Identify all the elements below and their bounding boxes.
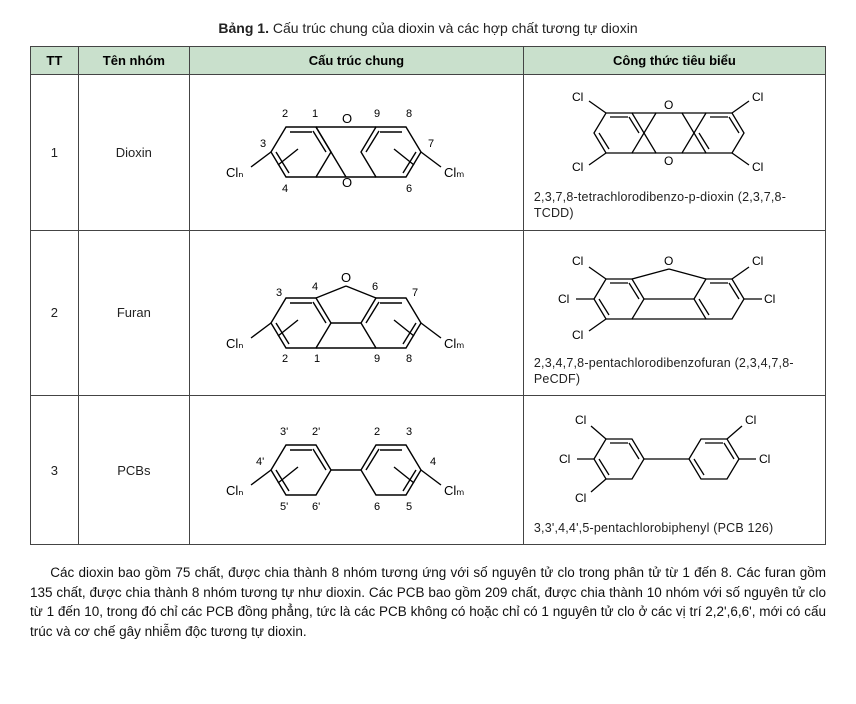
cell-struct-dioxin: O O Clₙ Clₘ 1 2 3 4 9 8 7 6 <box>189 75 523 231</box>
cell-struct-furan: O Clₙ Clₘ 4 3 2 1 6 7 8 9 <box>189 230 523 396</box>
svg-text:O: O <box>342 111 352 126</box>
pcb126-svg: Cl Cl Cl Cl Cl <box>549 404 799 514</box>
svg-text:4: 4 <box>430 456 436 468</box>
svg-text:7: 7 <box>428 138 434 150</box>
svg-text:2: 2 <box>282 108 288 120</box>
svg-text:Clₙ: Clₙ <box>226 483 243 498</box>
svg-text:9: 9 <box>374 353 380 365</box>
svg-text:Cl: Cl <box>572 90 583 104</box>
svg-text:Cl: Cl <box>759 452 770 466</box>
svg-text:9: 9 <box>374 108 380 120</box>
formula-name: 2,3,7,8-tetrachlorodibenzo-p-dioxin (2,3… <box>534 189 815 222</box>
svg-text:1: 1 <box>312 108 318 120</box>
header-row: TT Tên nhóm Cấu trúc chung Công thức tiê… <box>31 47 826 75</box>
furan-general-svg: O Clₙ Clₘ 4 3 2 1 6 7 8 9 <box>216 248 496 378</box>
cell-tt: 2 <box>31 230 79 396</box>
formula-name: 2,3,4,7,8-pentachlorodibenzofuran (2,3,4… <box>534 355 815 388</box>
formula-name: 3,3',4,4',5-pentachlorobiphenyl (PCB 126… <box>534 520 815 536</box>
svg-text:Cl: Cl <box>764 292 775 306</box>
svg-text:Clₙ: Clₙ <box>226 165 243 180</box>
cell-formula-pcb: Cl Cl Cl Cl Cl 3,3',4,4',5-pentachlorobi… <box>523 396 825 545</box>
svg-text:2: 2 <box>282 353 288 365</box>
svg-text:Cl: Cl <box>572 328 583 342</box>
svg-text:1: 1 <box>314 353 320 365</box>
svg-text:6': 6' <box>312 501 320 513</box>
svg-text:6: 6 <box>374 501 380 513</box>
cell-tt: 3 <box>31 396 79 545</box>
svg-text:5': 5' <box>280 501 288 513</box>
svg-text:2: 2 <box>374 426 380 438</box>
svg-text:Cl: Cl <box>575 491 586 505</box>
svg-text:Cl: Cl <box>745 413 756 427</box>
svg-text:Clₘ: Clₘ <box>444 336 464 351</box>
cell-struct-pcb: Clₙ Clₘ 2' 3' 4' 5' 6' 2 3 4 5 6 <box>189 396 523 545</box>
pecdf-svg: O Cl Cl Cl Cl Cl <box>544 239 804 349</box>
svg-text:3: 3 <box>260 138 266 150</box>
structure-table: TT Tên nhóm Cấu trúc chung Công thức tiê… <box>30 46 826 545</box>
svg-text:5: 5 <box>406 501 412 513</box>
svg-text:O: O <box>664 254 673 268</box>
tcdd-svg: O O Cl Cl Cl Cl <box>544 83 804 183</box>
header-tt: TT <box>31 47 79 75</box>
svg-text:Clₙ: Clₙ <box>226 336 243 351</box>
svg-text:Cl: Cl <box>559 452 570 466</box>
svg-text:3: 3 <box>406 426 412 438</box>
svg-text:Cl: Cl <box>752 160 763 174</box>
caption-rest: Cấu trúc chung của dioxin và các hợp chấ… <box>269 20 638 36</box>
svg-text:6: 6 <box>372 281 378 293</box>
body-paragraph: Các dioxin bao gồm 75 chất, được chia th… <box>30 563 826 641</box>
svg-text:4: 4 <box>282 183 288 195</box>
header-group: Tên nhóm <box>78 47 189 75</box>
header-struct: Cấu trúc chung <box>189 47 523 75</box>
table-row: 3 PCBs <box>31 396 826 545</box>
svg-text:O: O <box>664 154 673 168</box>
cell-group: Dioxin <box>78 75 189 231</box>
svg-text:Cl: Cl <box>575 413 586 427</box>
header-formula: Công thức tiêu biểu <box>523 47 825 75</box>
svg-text:4': 4' <box>256 456 264 468</box>
cell-group: Furan <box>78 230 189 396</box>
dioxin-general-svg: O O Clₙ Clₘ 1 2 3 4 9 8 7 6 <box>216 87 496 217</box>
svg-text:O: O <box>341 270 351 285</box>
svg-text:Cl: Cl <box>752 90 763 104</box>
svg-text:8: 8 <box>406 353 412 365</box>
cell-tt: 1 <box>31 75 79 231</box>
table-row: 1 Dioxin <box>31 75 826 231</box>
svg-text:Cl: Cl <box>752 254 763 268</box>
svg-text:7: 7 <box>412 287 418 299</box>
cell-group: PCBs <box>78 396 189 545</box>
svg-text:2': 2' <box>312 426 320 438</box>
svg-text:3': 3' <box>280 426 288 438</box>
svg-text:Cl: Cl <box>572 160 583 174</box>
cell-formula-furan: O Cl Cl Cl Cl Cl 2,3,4,7,8-pentachlorodi… <box>523 230 825 396</box>
pcb-general-svg: Clₙ Clₘ 2' 3' 4' 5' 6' 2 3 4 5 6 <box>216 405 496 535</box>
svg-text:Cl: Cl <box>572 254 583 268</box>
svg-text:Clₘ: Clₘ <box>444 483 464 498</box>
table-row: 2 Furan <box>31 230 826 396</box>
caption-bold: Bảng 1. <box>218 20 269 36</box>
svg-text:4: 4 <box>312 281 318 293</box>
svg-text:3: 3 <box>276 287 282 299</box>
cell-formula-dioxin: O O Cl Cl Cl Cl 2,3,7,8-tetrachlorodiben… <box>523 75 825 231</box>
svg-text:8: 8 <box>406 108 412 120</box>
svg-text:Cl: Cl <box>558 292 569 306</box>
table-caption: Bảng 1. Cấu trúc chung của dioxin và các… <box>30 20 826 36</box>
svg-text:O: O <box>342 175 352 190</box>
svg-text:Clₘ: Clₘ <box>444 165 464 180</box>
svg-text:6: 6 <box>406 183 412 195</box>
svg-text:O: O <box>664 98 673 112</box>
